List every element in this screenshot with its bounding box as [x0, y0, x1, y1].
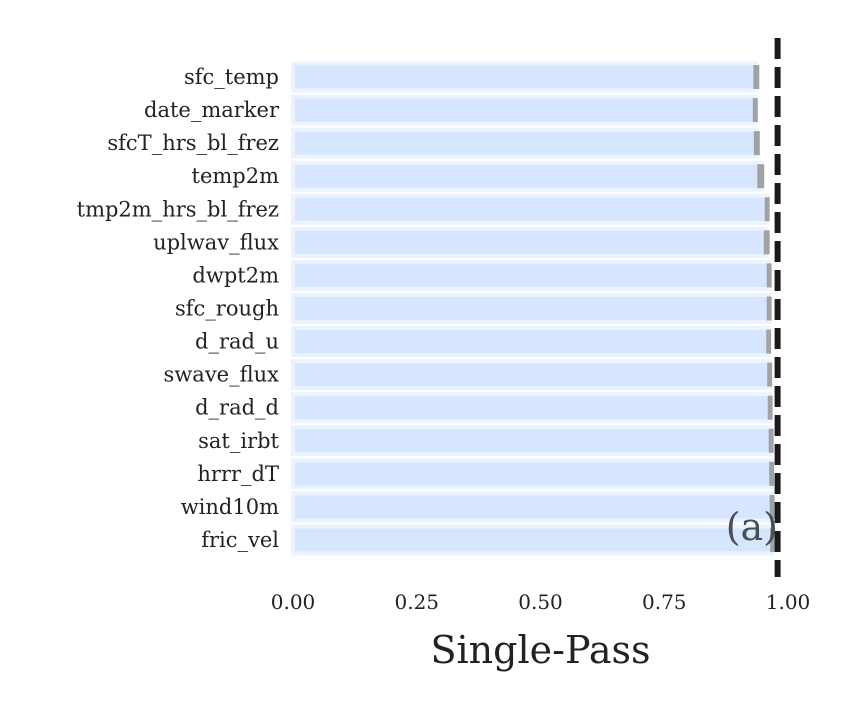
error-bar	[764, 197, 770, 222]
error-bar	[766, 296, 772, 321]
bar	[291, 425, 774, 457]
category-label: sfc_temp	[184, 65, 279, 89]
bar	[291, 61, 759, 93]
x-tick-label: 0.25	[394, 590, 439, 614]
bar	[291, 292, 772, 324]
bar	[291, 259, 772, 291]
bar	[291, 193, 770, 225]
error-bar	[767, 362, 773, 387]
bar	[291, 160, 763, 192]
category-labels-group: sfc_temp date_marker sfcT_hrs_bl_frez temp2…	[77, 65, 280, 552]
category-label: tmp2m_hrs_bl_frez	[77, 197, 279, 221]
category-label: dwpt2m	[192, 263, 279, 287]
x-axis-title: Single-Pass	[431, 628, 651, 672]
error-bar	[766, 263, 772, 288]
category-label: temp2m	[192, 164, 280, 188]
bar	[291, 94, 758, 126]
error-bar	[766, 329, 772, 354]
x-tick-label: 0.75	[642, 590, 687, 614]
error-bar	[757, 164, 765, 189]
error-bar	[768, 428, 774, 453]
category-label: d_rad_u	[195, 330, 279, 354]
bar	[291, 392, 773, 424]
error-bar	[752, 98, 758, 123]
bar	[291, 524, 775, 556]
error-bar	[753, 131, 760, 156]
category-label: hrrr_dT	[197, 462, 279, 486]
error-bar	[769, 494, 775, 519]
category-label: sat_irbt	[198, 429, 279, 453]
bar	[291, 127, 759, 159]
bars-group	[291, 61, 775, 556]
category-label: date_marker	[144, 98, 280, 122]
bar	[291, 491, 775, 523]
category-label: swave_flux	[164, 363, 280, 387]
category-label: uplwav_flux	[153, 230, 279, 254]
category-label: d_rad_d	[195, 396, 279, 420]
error-bar	[767, 395, 773, 420]
x-tick-label: 0.00	[271, 590, 316, 614]
error-bar	[753, 65, 760, 89]
bar	[291, 226, 769, 258]
panel-label: (a)	[726, 505, 778, 549]
bar	[291, 458, 774, 490]
category-label: fric_vel	[201, 528, 279, 552]
error-bar	[770, 527, 776, 552]
x-tick-label: 1.00	[766, 590, 811, 614]
error-bar	[769, 461, 775, 486]
x-tick-labels-group: 0.00 0.25 0.50 0.75 1.00	[271, 590, 811, 614]
error-bar	[763, 230, 770, 255]
category-label: sfcT_hrs_bl_frez	[107, 131, 279, 155]
error-bars-group	[752, 65, 776, 552]
category-label: sfc_rough	[175, 296, 279, 320]
x-tick-label: 0.50	[518, 590, 563, 614]
bar	[291, 359, 772, 391]
category-label: wind10m	[181, 495, 279, 519]
bar	[291, 326, 771, 358]
